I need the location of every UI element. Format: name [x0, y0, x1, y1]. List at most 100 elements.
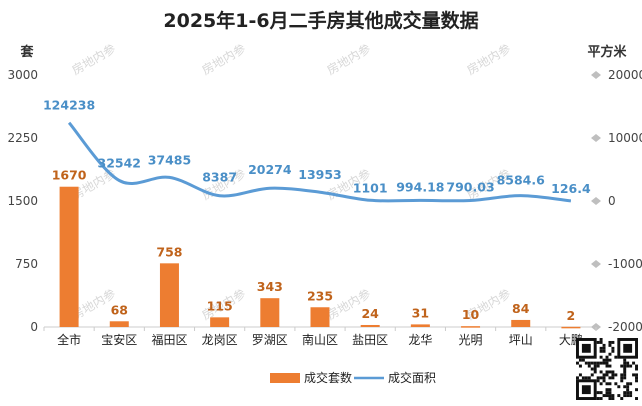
qr-module	[608, 391, 612, 395]
bar-value-label: 235	[307, 288, 333, 303]
qr-module	[605, 391, 609, 395]
data-labels: 1670 68 758 115 343 235 24 31 10 84 2 124238 32542 37…	[43, 98, 591, 323]
qr-finder	[581, 385, 591, 395]
qr-module	[599, 370, 603, 374]
bar	[360, 324, 380, 327]
qr-module	[602, 361, 606, 365]
qr-module	[629, 382, 633, 386]
qr-module	[602, 343, 606, 347]
bar	[410, 324, 430, 327]
chart-title: 2025年1-6月二手房其他成交量数据	[163, 9, 478, 32]
qr-module	[608, 397, 612, 400]
qr-module	[608, 376, 612, 380]
qr-module	[581, 376, 585, 380]
qr-finder	[581, 343, 591, 353]
bar	[310, 307, 330, 327]
qr-module	[608, 370, 612, 374]
qr-module	[623, 370, 627, 374]
qr-module	[590, 361, 594, 365]
category-label: 宝安区	[101, 332, 137, 347]
qr-module	[635, 397, 638, 400]
qr-module	[584, 376, 588, 380]
qr-module	[605, 388, 609, 392]
qr-module	[578, 373, 582, 377]
qr-module	[623, 367, 627, 371]
legend-swatch-bars	[270, 373, 300, 383]
axes: 3000 2250 1500 750 0 200000 100000 0 -100000 -200…	[7, 68, 642, 347]
qr-module	[578, 358, 582, 362]
line-value-label: 8387	[202, 170, 237, 185]
bar-value-label: 31	[412, 305, 429, 320]
qr-module	[593, 361, 597, 365]
qr-module	[623, 394, 627, 398]
qr-module	[620, 364, 624, 368]
qr-module	[623, 391, 627, 395]
line-value-label: 994.18	[396, 179, 444, 194]
qr-module	[629, 394, 633, 398]
qr-module	[608, 352, 612, 356]
qr-module	[605, 355, 609, 359]
qr-module	[608, 394, 612, 398]
qr-module	[599, 397, 603, 400]
qr-module	[626, 388, 630, 392]
bar	[511, 319, 531, 327]
qr-module	[593, 367, 597, 371]
qr-module	[623, 364, 627, 368]
qr-module	[587, 376, 591, 380]
bar-value-label: 343	[257, 279, 283, 294]
bar-value-label: 2	[567, 308, 576, 323]
category-label: 坪山	[509, 333, 533, 347]
qr-module	[611, 397, 615, 400]
bar-value-label: 758	[156, 244, 182, 259]
qr-module	[599, 361, 603, 365]
qr-module	[611, 376, 615, 380]
qr-module	[629, 364, 633, 368]
qr-module	[605, 382, 609, 386]
qr-module	[602, 358, 606, 362]
qr-module	[635, 388, 638, 392]
right-axis-unit: 平方米	[587, 44, 627, 60]
right-axis-tick: -200000	[608, 320, 642, 334]
legend-label-line: 成交面积	[388, 370, 436, 385]
qr-module	[605, 361, 609, 365]
bar	[210, 317, 230, 327]
qr-module	[626, 382, 630, 386]
qr-module	[608, 382, 612, 386]
left-axis-tick: 3000	[7, 68, 38, 82]
qr-module	[596, 340, 600, 344]
qr-module	[620, 379, 624, 383]
bar-value-label: 68	[111, 302, 128, 317]
qr-module	[584, 361, 588, 365]
qr-module	[602, 373, 606, 377]
qr-module	[623, 376, 627, 380]
qr-module	[626, 391, 630, 395]
qr-module	[602, 349, 606, 353]
qr-module	[635, 379, 638, 383]
bar	[260, 298, 280, 327]
qr-module	[620, 376, 624, 380]
qr-module	[596, 376, 600, 380]
left-axis-tick: 1500	[7, 194, 38, 208]
qr-module	[626, 364, 630, 368]
qr-module	[608, 358, 612, 362]
qr-module	[596, 364, 600, 368]
qr-module	[596, 397, 600, 400]
right-axis-marker	[591, 197, 601, 205]
left-axis-unit: 套	[19, 44, 34, 60]
legend-label-bars: 成交套数	[304, 370, 352, 385]
qr-module	[605, 370, 609, 374]
qr-module	[626, 361, 630, 365]
qr-module	[599, 338, 603, 341]
right-axis-tick: 200000	[608, 68, 642, 82]
right-axis-tick: 0	[608, 194, 616, 208]
category-label: 南山区	[302, 332, 338, 347]
line-series	[67, 121, 572, 203]
bar	[461, 326, 481, 328]
line-value-label: 20274	[248, 162, 292, 177]
qr-module	[608, 343, 612, 347]
qr-module	[617, 385, 621, 389]
qr-module	[602, 346, 606, 350]
qr-module	[635, 367, 638, 371]
qr-module	[614, 373, 618, 377]
